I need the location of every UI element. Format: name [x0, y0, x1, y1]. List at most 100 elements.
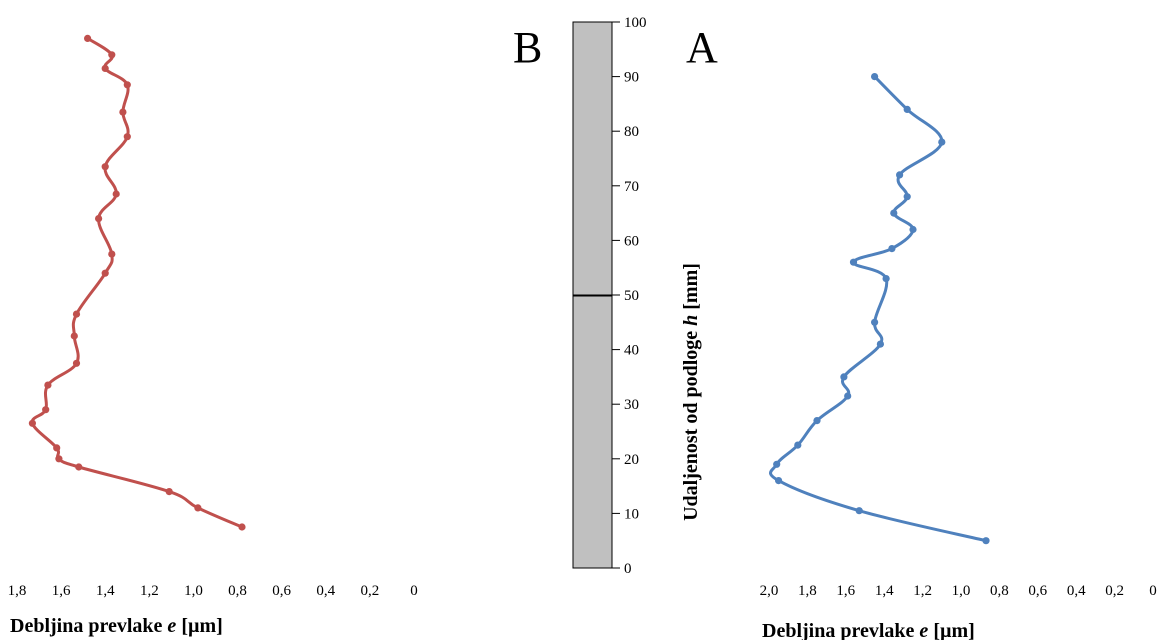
panel-b-data-point: [101, 64, 109, 72]
height-axis-tick-label: 50: [624, 288, 639, 304]
height-axis-tick-label: 60: [624, 233, 639, 249]
panel-a-x-tick-label: 0,8: [990, 583, 1009, 599]
panel-b-data-point: [72, 359, 81, 367]
panel-b-data-point: [44, 381, 52, 389]
panel-a-x-tick-label: 0,6: [1028, 583, 1047, 599]
panel-b-data-point: [75, 463, 83, 471]
panel-a-x-tick-label: 1,4: [875, 583, 894, 599]
panel-b-data-point: [108, 250, 116, 258]
panel-a-data-point: [890, 209, 898, 217]
height-axis-title-symbol: h: [680, 315, 702, 326]
panel-a-data-point: [773, 460, 781, 468]
panel-a-x-tick-label: 1,2: [913, 583, 932, 599]
panel-a-x-tick-label: 2,0: [760, 583, 779, 599]
panel-b-x-tick-label: 0,4: [316, 583, 335, 599]
panel-a-x-axis-title-symbol: e: [919, 620, 928, 640]
panel-a-x-axis-title-part-1: Debljina prevlake: [762, 620, 919, 640]
panel-a-data-point: [982, 537, 990, 545]
height-axis: 0 10 20 30 40 50 60 70 80 90 100: [611, 15, 647, 577]
height-axis-tick-label: 70: [624, 179, 639, 195]
panel-b-data-point: [55, 455, 63, 463]
panel-a-data-point: [840, 373, 848, 381]
panel-b-data-point: [53, 444, 61, 452]
panel-a-series-points: [773, 73, 990, 545]
height-axis-tick-label: 80: [624, 124, 639, 140]
panel-label-a: A: [686, 23, 718, 72]
panel-b-chart: 1,8 1,6 1,4 1,2 1,0 0,8 0,6 0,4 0,2 0 Debljina pr…: [8, 34, 418, 637]
panel-a-data-point: [855, 507, 863, 515]
panel-b-series-points: [28, 34, 246, 531]
panel-a-data-point: [844, 392, 852, 400]
specimen-bar-upper: [572, 21, 613, 297]
panel-b-data-point: [28, 419, 36, 427]
panel-a-x-tick-label: 1,8: [798, 583, 817, 599]
panel-a-data-point: [775, 477, 783, 485]
panel-b-data-point: [238, 523, 246, 531]
panel-a-data-point: [938, 138, 946, 146]
panel-b-data-point: [123, 133, 131, 141]
panel-b-x-tick-label: 0,2: [361, 583, 380, 599]
height-axis-tick-label: 90: [624, 70, 639, 86]
panel-a-data-point: [794, 441, 802, 449]
panel-b-series-line: [30, 37, 243, 529]
panel-b-x-axis-title: Debljina prevlake e [µm]: [10, 615, 223, 637]
height-axis-tick-label: 40: [624, 343, 639, 359]
panel-b-data-point: [70, 332, 78, 340]
panel-a-data-point: [888, 245, 896, 253]
panel-a-data-point: [849, 258, 858, 266]
panel-b-data-point: [165, 488, 173, 496]
panel-a-x-axis-title: Debljina prevlake e [µm]: [762, 620, 975, 640]
panel-b-x-ticks: 1,8 1,6 1,4 1,2 1,0 0,8 0,6 0,4 0,2 0: [8, 583, 418, 599]
panel-b-x-tick-label: 1,8: [8, 583, 27, 599]
panel-a-data-point: [871, 318, 879, 326]
panel-b-data-point: [112, 190, 120, 198]
panel-a-x-tick-label: 0,4: [1067, 583, 1086, 599]
panel-b-data-point: [194, 504, 202, 512]
panel-b-x-tick-label: 0: [410, 583, 418, 599]
panel-a-x-tick-label: 0: [1149, 583, 1157, 599]
panel-a-data-point: [903, 105, 911, 113]
panel-b-x-tick-label: 1,2: [140, 583, 159, 599]
height-axis-tick-label: 10: [624, 506, 639, 522]
panel-b-x-tick-label: 0,8: [228, 583, 247, 599]
panel-b-data-point: [108, 51, 116, 59]
panel-a-data-point: [896, 171, 904, 179]
panel-a-series-line: [769, 75, 987, 543]
panel-a-data-point: [813, 417, 821, 425]
panel-b-data-point: [123, 81, 131, 89]
panel-a-data-point: [882, 275, 890, 283]
height-axis-tick-label: 20: [624, 452, 639, 468]
panel-a-x-tick-label: 0,2: [1105, 583, 1124, 599]
height-axis-tick-label: 100: [624, 15, 647, 31]
panel-a-chart: 2,0 1,8 1,6 1,4 1,2 1,0 0,8 0,6 0,4 0,2 0 Debljina…: [760, 73, 1157, 640]
panel-b-x-axis-title-part-1: Debljina prevlake: [10, 615, 167, 637]
height-axis-title: Udaljenost od podloge h [mm]: [680, 263, 702, 521]
panel-b-x-tick-label: 0,6: [272, 583, 291, 599]
panel-a-x-tick-label: 1,0: [952, 583, 971, 599]
panel-b-x-axis-title-part-3: [µm]: [176, 615, 223, 637]
panel-a-x-ticks: 2,0 1,8 1,6 1,4 1,2 1,0 0,8 0,6 0,4 0,2 0: [760, 583, 1157, 599]
panel-b-data-point: [101, 163, 109, 171]
height-axis-title-part-3: [mm]: [680, 263, 702, 315]
panel-b-data-point: [119, 108, 127, 116]
panel-a-x-tick-label: 1,6: [836, 583, 855, 599]
panel-b-x-tick-label: 1,4: [96, 583, 115, 599]
specimen-bar-group: [572, 21, 613, 569]
panel-a-data-point: [909, 225, 917, 234]
panel-b-data-point: [42, 406, 50, 414]
height-axis-title-part-1: Udaljenost od podloge: [680, 326, 702, 521]
panel-b-x-axis-title-symbol: e: [167, 615, 176, 637]
height-axis-tick-label: 30: [624, 397, 639, 413]
specimen-bar-lower: [572, 295, 613, 569]
panel-a-x-axis-title-part-3: [µm]: [928, 620, 975, 640]
panel-b-x-tick-label: 1,0: [184, 583, 203, 599]
panel-a-data-point: [876, 340, 885, 348]
panel-label-b: B: [513, 23, 542, 72]
panel-b-data-point: [95, 215, 103, 223]
panel-b-data-point: [101, 269, 109, 277]
panel-b-data-point: [84, 34, 92, 43]
height-axis-ticks: 0 10 20 30 40 50 60 70 80 90 100: [612, 15, 647, 577]
panel-b-x-tick-label: 1,6: [52, 583, 71, 599]
panel-b-data-point: [72, 310, 81, 318]
